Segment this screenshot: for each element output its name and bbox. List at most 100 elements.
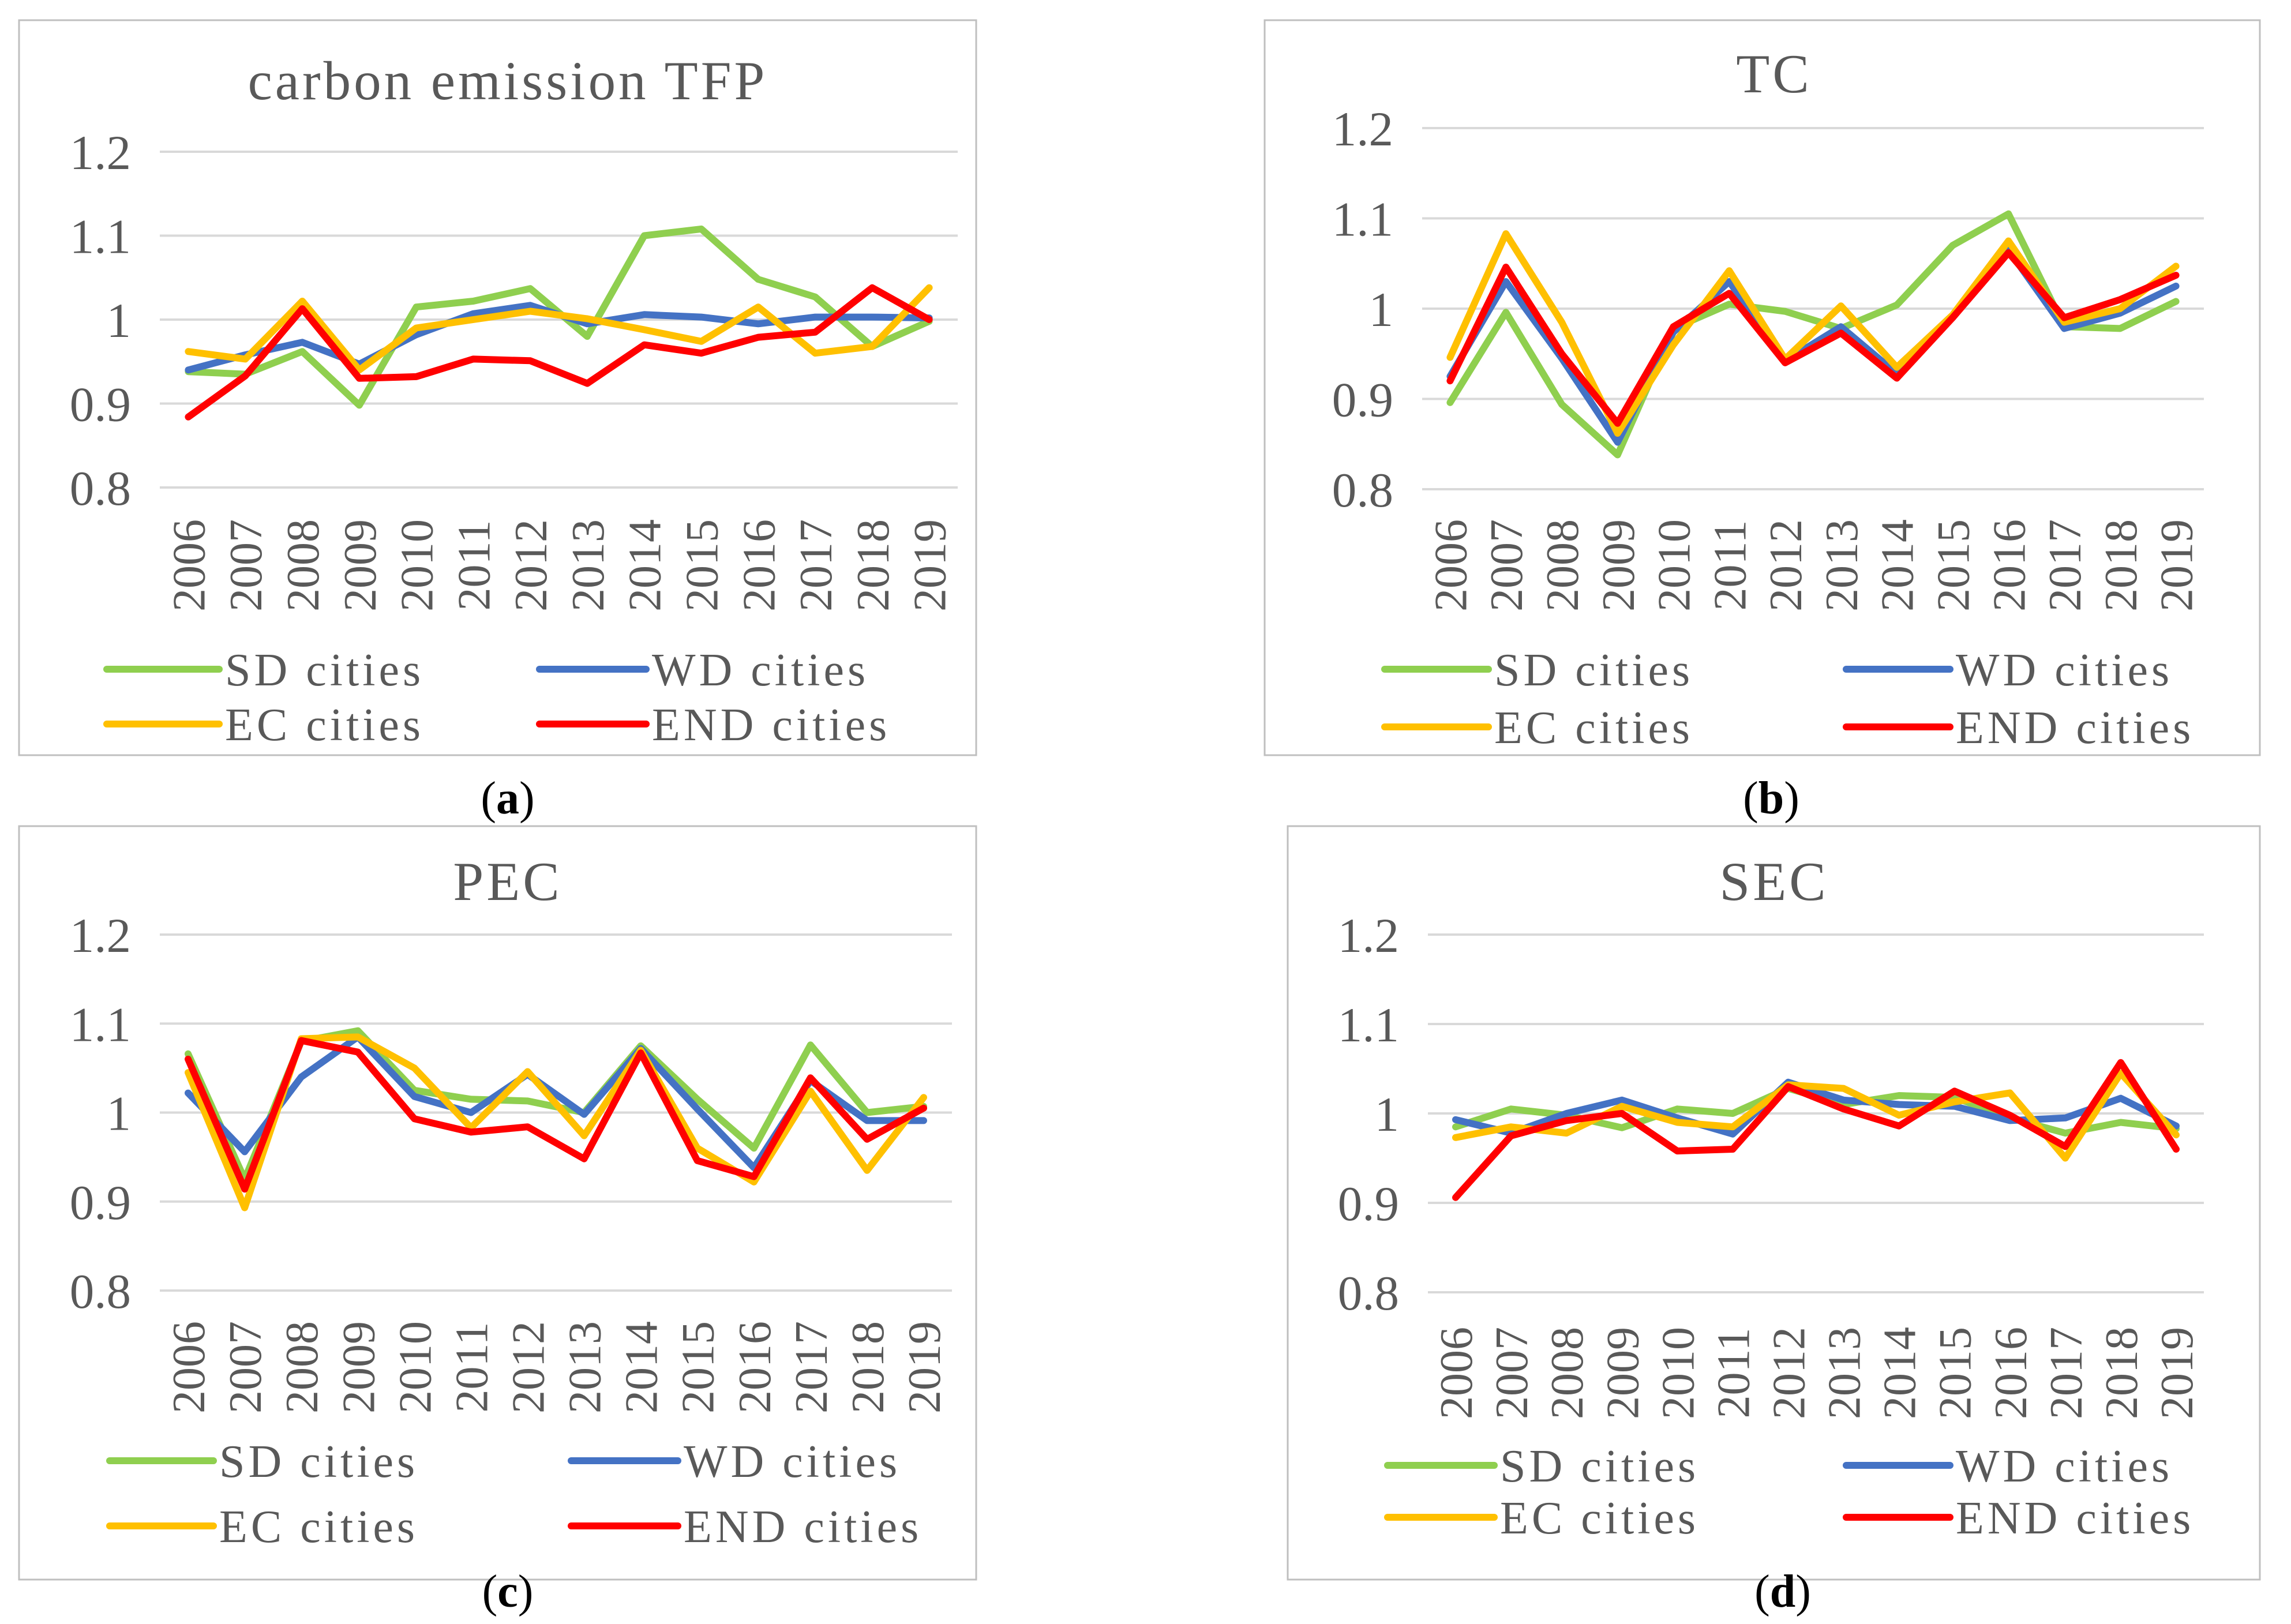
x-tick-label: 2012 [503,1321,554,1413]
x-tick-label: 2011 [447,1322,497,1412]
x-tick-label: 2008 [1538,519,1588,612]
series-line-wd-cities [1446,246,2180,446]
x-tick-label: 2016 [734,519,785,612]
x-tick-label: 2007 [1482,519,1532,612]
y-tick-label: 1 [107,1087,132,1141]
x-tick-label: 2012 [506,519,557,612]
x-tick-label: 2019 [905,519,956,612]
y-tick-label: 0.9 [70,378,131,432]
x-tick-label: 2015 [673,1321,724,1413]
y-tick-label: 1 [107,294,132,348]
x-tick-label: 2006 [164,519,215,612]
x-tick-label: 2010 [1653,1327,1704,1419]
legend-label-end-cities: END cities [652,700,890,751]
x-tick-label: 2017 [786,1321,837,1413]
chart-frame [1263,19,2261,756]
legend-label-sd-cities: SD cities [219,1437,418,1487]
x-tick-label: 2015 [1930,1327,1981,1419]
panel-caption: (d) [1754,1566,1811,1617]
panel-caption: (c) [482,1566,534,1617]
x-tick-label: 2016 [1984,519,2035,612]
x-tick-label: 2017 [2040,519,2091,612]
x-tick-label: 2009 [1598,1327,1648,1419]
x-tick-label: 2008 [278,519,329,612]
chart-frame [18,825,977,1581]
legend-label-wd-cities: WD cities [1956,645,2173,696]
x-tick-label: 2011 [449,520,500,610]
y-tick-label: 1.1 [70,997,131,1052]
y-tick-label: 1 [1369,283,1394,337]
y-tick-label: 1.2 [1338,909,1399,963]
x-tick-label: 2009 [333,1321,384,1413]
chart-title: PEC [453,851,562,912]
x-tick-label: 2018 [843,1321,894,1413]
x-tick-label: 2006 [164,1321,215,1413]
y-tick-label: 0.9 [1332,373,1393,427]
x-tick-label: 2009 [335,519,386,612]
x-tick-label: 2006 [1431,1327,1482,1419]
chart-frame [18,19,977,756]
chart-title: TC [1736,43,1812,104]
x-tick-label: 2017 [791,519,842,612]
legend-label-ec-cities: EC cities [1500,1493,1699,1544]
legend-label-sd-cities: SD cities [225,645,424,696]
x-tick-label: 2013 [560,1321,611,1413]
legend-label-ec-cities: EC cities [219,1502,418,1552]
series-line-end-cities [1452,1059,2180,1201]
x-tick-label: 2019 [899,1321,950,1413]
legend-label-end-cities: END cities [1956,703,2194,753]
x-tick-label: 2007 [220,1321,271,1413]
x-tick-label: 2016 [1986,1327,2037,1419]
x-tick-label: 2014 [620,519,671,612]
series-line-ec-cities [185,284,933,374]
x-tick-label: 2013 [563,519,614,612]
x-tick-label: 2017 [2041,1327,2092,1419]
y-tick-label: 0.9 [1338,1177,1399,1231]
y-tick-label: 1.2 [1332,102,1393,156]
x-tick-label: 2016 [730,1321,781,1413]
legend-label-wd-cities: WD cities [652,645,869,696]
x-tick-label: 2014 [1875,1327,1926,1419]
x-tick-label: 2010 [392,519,443,612]
y-tick-label: 0.8 [70,462,131,516]
x-tick-label: 2010 [390,1321,441,1413]
chart-panel-a: carbon emission TFP 0.8 0.9 1 1.1 1.2 2006 2007… [18,19,977,824]
series-line-wd-cities [1452,1078,2180,1138]
chart-panel-d: SEC 0.8 0.9 1 1.1 1.2 2006 2007 2008 2009 2010 2011… [1287,825,2261,1617]
y-tick-label: 1.2 [70,126,131,180]
x-tick-label: 2011 [1708,1327,1759,1418]
x-tick-label: 2012 [1764,1327,1814,1419]
x-tick-label: 2018 [848,519,899,612]
y-tick-label: 1.1 [1332,193,1393,247]
legend-label-wd-cities: WD cities [1956,1441,2173,1492]
x-tick-label: 2015 [677,519,728,612]
y-tick-label: 0.8 [1338,1266,1399,1321]
legend-label-ec-cities: EC cities [1494,703,1693,753]
y-tick-label: 0.9 [70,1176,131,1230]
legend-label-sd-cities: SD cities [1494,645,1693,696]
legend-label-ec-cities: EC cities [225,700,424,751]
x-tick-label: 2007 [1487,1327,1538,1419]
x-tick-label: 2014 [617,1321,668,1413]
x-tick-label: 2013 [1820,1327,1870,1419]
x-tick-label: 2008 [1542,1327,1593,1419]
x-tick-label: 2007 [221,519,272,612]
x-tick-label: 2015 [1928,519,1979,612]
panel-caption: (b) [1743,773,1799,824]
series-line-ec-cities [1452,1070,2180,1162]
series-line-ec-cities [185,1033,927,1212]
legend-label-wd-cities: WD cities [684,1437,901,1487]
x-tick-label: 2006 [1426,519,1476,612]
legend-label-sd-cities: SD cities [1500,1441,1699,1492]
panel-caption: (a) [481,773,534,824]
series-line-end-cities [1446,249,2180,427]
y-tick-label: 0.8 [1332,463,1393,517]
y-tick-label: 1.1 [70,210,131,264]
x-tick-label: 2014 [1873,519,1923,612]
x-tick-label: 2009 [1593,519,1644,612]
x-tick-label: 2018 [2096,519,2147,612]
legend-label-end-cities: END cities [684,1502,922,1552]
